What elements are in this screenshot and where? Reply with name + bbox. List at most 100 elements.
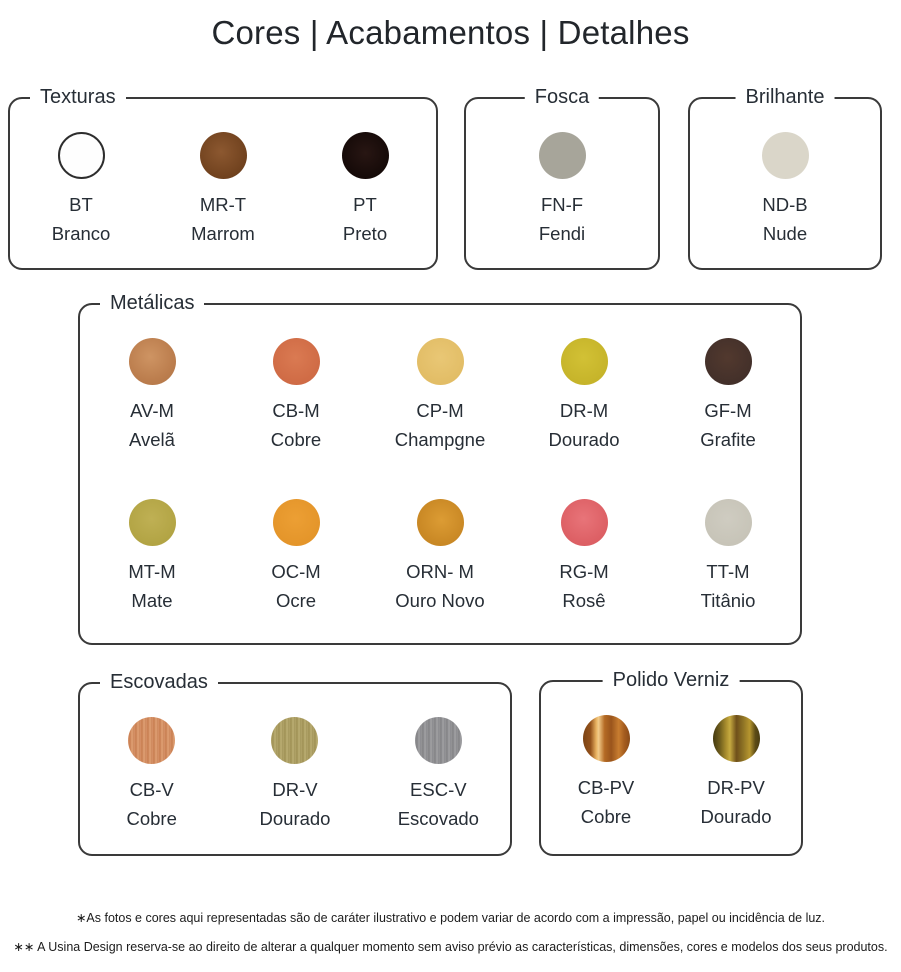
swatch-drpv-dot [712, 715, 760, 762]
swatch-ornm-dot [416, 499, 464, 546]
swatch-bt-dot [57, 132, 105, 179]
group-metalicas-label: Metálicas [100, 290, 205, 317]
swatch-code: OC-M [271, 561, 321, 582]
group-escovadas-swatches: CB-V Cobre DR-V Dourado ESC-V Escovado [80, 684, 510, 830]
group-metalicas-swatches: AV-M Avelã CB-M Cobre CP-M Champgne DR-M… [80, 305, 800, 612]
group-fosca-swatches: FN-F Fendi [466, 99, 658, 245]
group-texturas: Texturas BT Branco MR-T Marrom PT Preto [8, 84, 438, 270]
swatch-name: Avelã [129, 429, 175, 450]
footnote-line-2: ∗∗ A Usina Design reserva-se ao direito … [13, 940, 888, 954]
swatch-drv-dourado: DR-V Dourado [223, 717, 366, 830]
swatch-name: Dourado [259, 808, 331, 829]
swatch-drm-dot [560, 338, 608, 385]
swatch-name: Cobre [126, 808, 177, 829]
swatch-name: Ouro Novo [395, 590, 485, 611]
swatch-code: FN-F [540, 194, 584, 215]
swatch-fnf-dot [538, 132, 586, 179]
swatch-avm-avela: AV-M Avelã [80, 338, 224, 451]
swatch-name: Marrom [191, 223, 255, 244]
swatch-code: CB-M [272, 400, 320, 421]
swatch-cbm-cobre: CB-M Cobre [224, 338, 368, 451]
group-texturas-swatches: BT Branco MR-T Marrom PT Preto [10, 99, 436, 245]
swatch-escv-dot [414, 717, 462, 764]
swatch-name: Dourado [700, 806, 772, 827]
swatch-code: AV-M [130, 400, 174, 421]
swatch-bt-branco: BT Branco [10, 132, 152, 245]
group-texturas-label: Texturas [30, 84, 126, 111]
page-title: Cores | Acabamentos | Detalhes [211, 14, 690, 51]
group-fosca: Fosca FN-F Fendi [464, 84, 660, 270]
swatch-code: BT [69, 194, 93, 215]
footnotes: ∗As fotos e cores aqui representadas são… [0, 904, 901, 962]
swatch-name: Cobre [270, 429, 322, 450]
swatch-code: TT-M [706, 561, 750, 582]
swatch-code: CB-V [129, 779, 174, 800]
swatch-pt-dot [341, 132, 389, 179]
group-escovadas: Escovadas CB-V Cobre DR-V Dourado ESC-V … [78, 669, 512, 856]
swatch-mrt-marrom: MR-T Marrom [152, 132, 294, 245]
group-brilhante: Brilhante ND-B Nude [688, 84, 882, 270]
swatch-cbm-dot [272, 338, 320, 385]
swatch-cpm-champgne: CP-M Champgne [368, 338, 512, 451]
swatch-name: Fendi [538, 223, 586, 244]
swatch-rgm-dot [560, 499, 608, 546]
swatch-mtm-dot [128, 499, 176, 546]
swatch-avm-dot [128, 338, 176, 385]
group-brilhante-swatches: ND-B Nude [690, 99, 880, 245]
swatch-code: CB-PV [577, 777, 635, 798]
swatch-code: MR-T [199, 194, 247, 215]
swatch-gfm-grafite: GF-M Grafite [656, 338, 800, 451]
swatch-cbpv-dot [582, 715, 630, 762]
footnote-line-1: ∗As fotos e cores aqui representadas são… [75, 911, 826, 925]
swatch-cbv-cobre: CB-V Cobre [80, 717, 223, 830]
swatch-name: Nude [762, 223, 808, 244]
swatch-cbv-dot [128, 717, 176, 764]
group-polido-verniz-swatches: CB-PV Cobre DR-PV Dourado [541, 682, 801, 828]
swatch-ocm-ocre: OC-M Ocre [224, 499, 368, 612]
swatch-code: DR-PV [707, 777, 765, 798]
group-metalicas: Metálicas AV-M Avelã CB-M Cobre CP-M Cha… [78, 290, 802, 645]
swatch-mtm-mate: MT-M Mate [80, 499, 224, 612]
group-polido-verniz-label: Polido Verniz [602, 667, 740, 694]
swatch-escv-escovado: ESC-V Escovado [367, 717, 510, 830]
swatch-ttm-dot [704, 499, 752, 546]
swatch-drm-dourado: DR-M Dourado [512, 338, 656, 451]
swatch-name: Grafite [700, 429, 756, 450]
swatch-code: PT [353, 194, 377, 215]
swatch-code: MT-M [128, 561, 176, 582]
group-escovadas-label: Escovadas [100, 669, 218, 696]
swatch-ocm-dot [272, 499, 320, 546]
swatch-ttm-titanio: TT-M Titânio [656, 499, 800, 612]
group-brilhante-label: Brilhante [735, 84, 835, 111]
swatch-name: Titânio [700, 590, 756, 611]
swatch-name: Preto [342, 223, 388, 244]
swatch-name: Cobre [580, 806, 632, 827]
swatch-drpv-dourado: DR-PV Dourado [671, 715, 801, 828]
swatch-mrt-dot [199, 132, 247, 179]
swatch-cbpv-cobre: CB-PV Cobre [541, 715, 671, 828]
swatch-name: Rosê [562, 590, 606, 611]
swatch-fnf-fendi: FN-F Fendi [466, 132, 658, 245]
swatch-code: ND-B [762, 194, 808, 215]
swatch-name: Ocre [275, 590, 317, 611]
swatch-name: Mate [131, 590, 173, 611]
swatch-code: RG-M [559, 561, 609, 582]
swatch-ndb-dot [761, 132, 809, 179]
group-polido-verniz: Polido Verniz CB-PV Cobre DR-PV Dourado [539, 667, 803, 856]
swatch-code: ORN- M [406, 561, 474, 582]
swatch-gfm-dot [704, 338, 752, 385]
swatch-cpm-dot [416, 338, 464, 385]
swatch-name: Champgne [394, 429, 486, 450]
swatch-code: GF-M [704, 400, 752, 421]
swatch-code: CP-M [416, 400, 464, 421]
swatch-code: ESC-V [410, 779, 467, 800]
swatch-ornm-ouro-novo: ORN- M Ouro Novo [368, 499, 512, 612]
swatch-rgm-rose: RG-M Rosê [512, 499, 656, 612]
swatch-code: DR-V [272, 779, 318, 800]
swatch-name: Dourado [548, 429, 620, 450]
swatch-pt-preto: PT Preto [294, 132, 436, 245]
group-fosca-label: Fosca [524, 84, 600, 111]
swatch-name: Branco [51, 223, 111, 244]
swatch-name: Escovado [397, 808, 479, 829]
